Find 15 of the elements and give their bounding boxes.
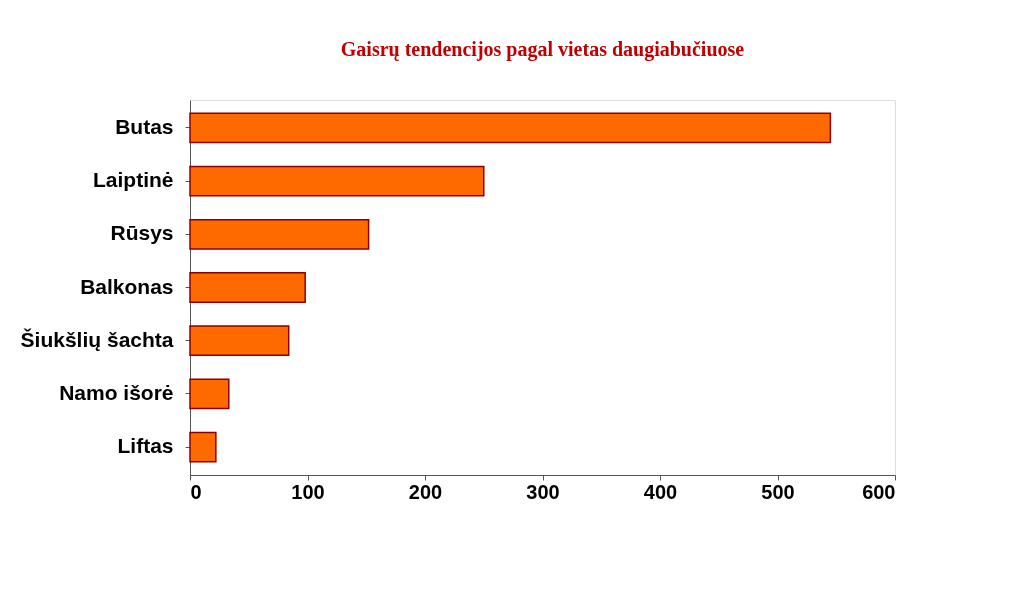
x-tick-label: 100 [291,480,325,503]
y-tick-label: Laiptinė [92,168,174,192]
y-tick-label: Butas [115,114,174,138]
y-tick-label: Rūsys [110,221,174,245]
x-tick-label: 600 [862,480,896,503]
x-tick-label: 0 [190,480,202,503]
y-tick-label: Šiukšlių šachta [20,327,174,351]
x-tick-label: 500 [761,480,795,503]
y-tick-label: Balkonas [80,274,174,298]
y-tick-label: Liftas [117,434,174,458]
chart-title: Gaisrų tendencijos pagal vietas daugiabučiuose [340,38,745,61]
y-tick-label: Namo išorė [59,380,174,404]
x-tick-label: 300 [526,480,560,503]
x-tick-label: 200 [408,480,443,503]
x-tick-label: 400 [643,480,678,503]
